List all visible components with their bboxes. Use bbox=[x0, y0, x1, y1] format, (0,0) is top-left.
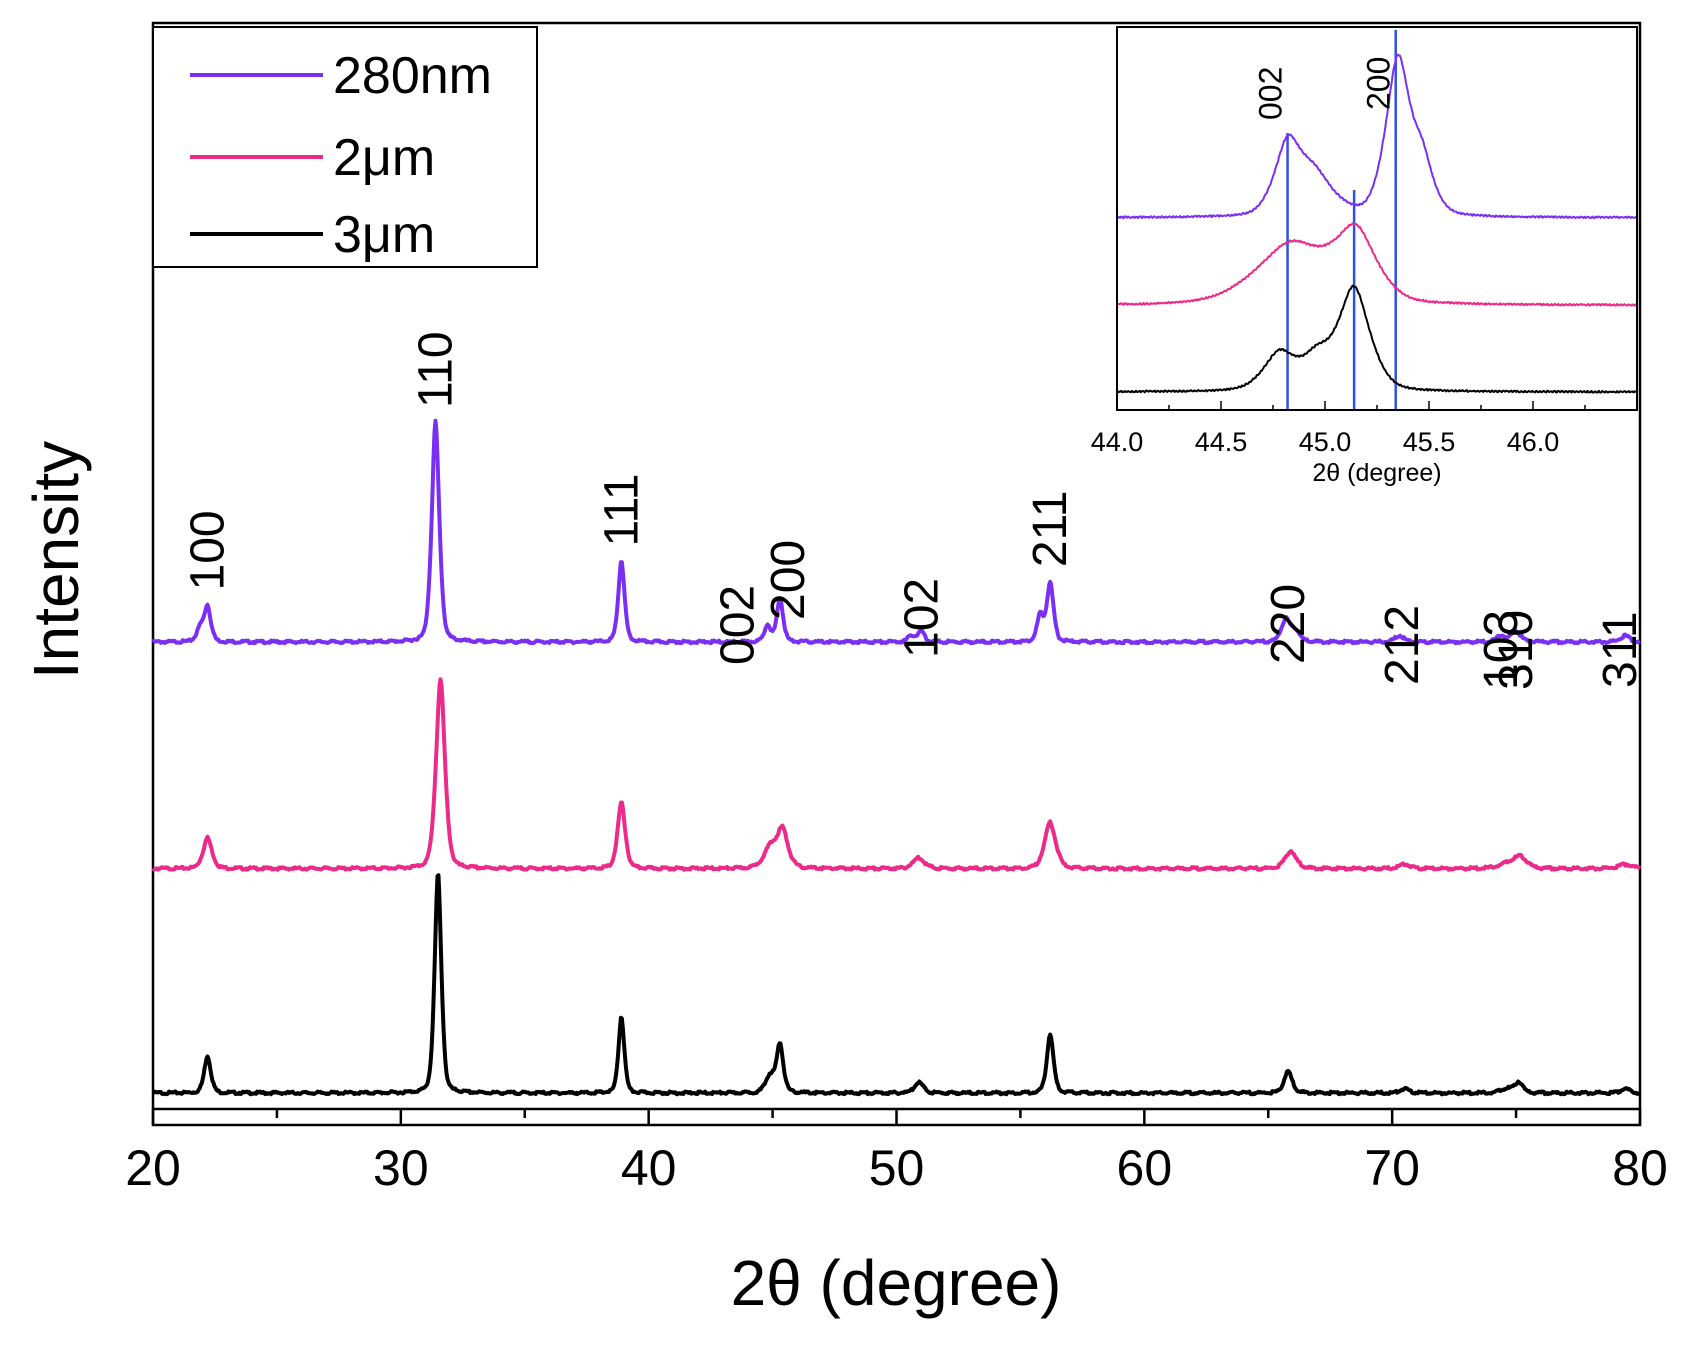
inset-reference-lines bbox=[1286, 30, 1397, 410]
peak-label-310: 310 bbox=[1490, 610, 1543, 690]
peak-label-200: 200 bbox=[762, 540, 815, 620]
inset-x-tick-label-46.0: 46.0 bbox=[1507, 427, 1560, 457]
peak-label-211: 211 bbox=[1024, 491, 1077, 568]
inset-x-tick-label-45.0: 45.0 bbox=[1299, 427, 1352, 457]
x-tick-label-70: 70 bbox=[1364, 1140, 1420, 1196]
peak-label-212: 212 bbox=[1376, 605, 1429, 685]
series-line-3um bbox=[151, 873, 1642, 1097]
inset-x-tick-label-44.5: 44.5 bbox=[1195, 427, 1248, 457]
inset-chart: 44.0 44.5 45.0 45.5 46.0 002 200 2θ (degree) bbox=[1091, 26, 1638, 487]
peak-label-311: 311 bbox=[1594, 611, 1647, 688]
inset-peak-labels: 002 200 bbox=[1253, 57, 1397, 120]
inset-x-tick-label-45.5: 45.5 bbox=[1403, 427, 1456, 457]
legend-label-2um: 2μm bbox=[333, 129, 435, 187]
legend-box bbox=[152, 26, 538, 268]
series-line-280nm bbox=[151, 418, 1641, 646]
main-x-ticks bbox=[151, 1109, 1642, 1125]
inset-peak-label-200: 200 bbox=[1361, 57, 1397, 110]
peak-label-220: 220 bbox=[1262, 584, 1315, 664]
main-x-axis-title: 2θ (degree) bbox=[731, 1247, 1062, 1319]
inset-x-tick-label-44.0: 44.0 bbox=[1091, 427, 1144, 457]
inset-x-ticks bbox=[1116, 401, 1638, 410]
x-tick-label-60: 60 bbox=[1117, 1140, 1173, 1196]
peak-label-103: 103 bbox=[1475, 610, 1528, 690]
inset-x-tick-labels: 44.0 44.5 45.0 45.5 46.0 bbox=[1091, 427, 1560, 457]
inset-series-group bbox=[1116, 53, 1638, 394]
series-line-2um bbox=[151, 677, 1642, 872]
legend: 280nm 2μm 3μm bbox=[152, 26, 538, 268]
peak-label-100: 100 bbox=[182, 510, 235, 590]
legend-label-3um: 3μm bbox=[333, 206, 435, 264]
main-x-tick-labels: 20 30 40 50 60 70 80 bbox=[125, 1140, 1668, 1196]
peak-label-111: 111 bbox=[595, 474, 648, 547]
legend-label-280nm: 280nm bbox=[333, 47, 492, 105]
inset-x-axis-title: 2θ (degree) bbox=[1312, 459, 1441, 487]
inset-series-line-3um bbox=[1116, 284, 1638, 394]
peak-label-002: 002 bbox=[712, 585, 765, 665]
x-tick-label-50: 50 bbox=[869, 1140, 925, 1196]
inset-peak-label-002: 002 bbox=[1253, 67, 1289, 120]
peak-label-110: 110 bbox=[410, 331, 463, 408]
main-y-axis-title: Intensity bbox=[20, 441, 92, 679]
x-tick-label-30: 30 bbox=[373, 1140, 429, 1196]
x-tick-label-20: 20 bbox=[125, 1140, 181, 1196]
x-tick-label-40: 40 bbox=[621, 1140, 677, 1196]
inset-series-line-2um bbox=[1116, 222, 1638, 307]
inset-background bbox=[1117, 27, 1637, 410]
x-tick-label-80: 80 bbox=[1612, 1140, 1668, 1196]
main-series-group bbox=[151, 418, 1642, 1097]
peak-label-102: 102 bbox=[895, 578, 948, 658]
inset-series-line-280nm bbox=[1116, 53, 1638, 220]
